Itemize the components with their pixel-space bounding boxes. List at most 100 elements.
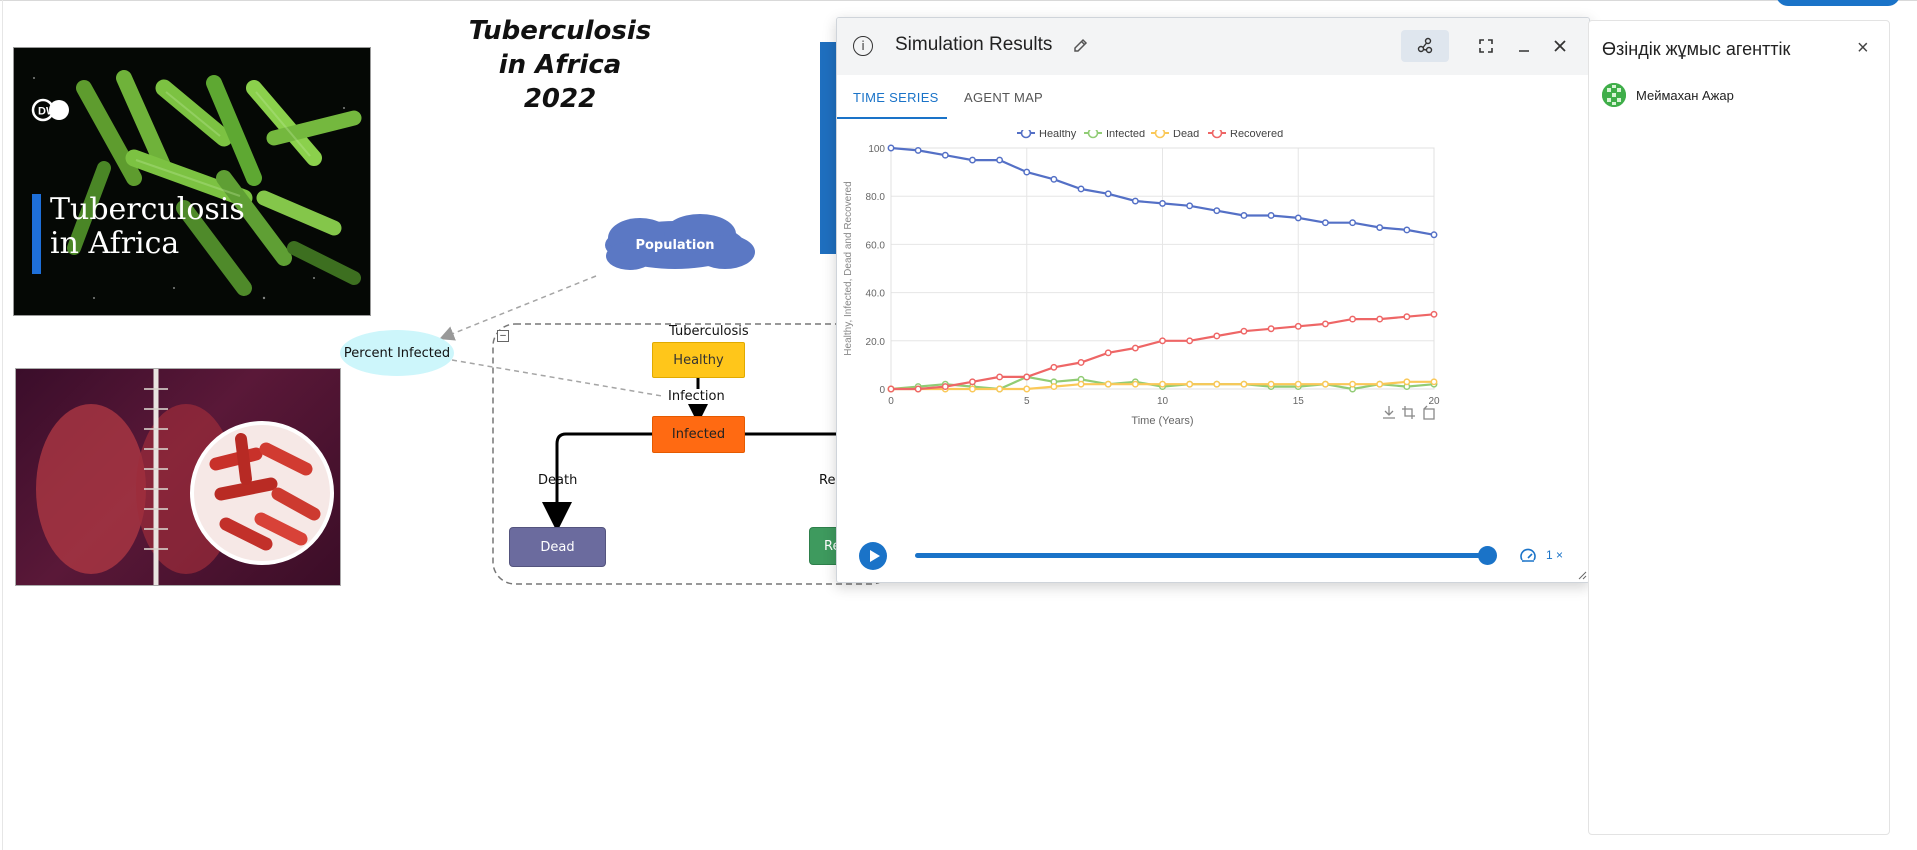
data-point-recovered (887, 385, 895, 393)
agent-list-item[interactable]: Меймахан Ажар (1602, 83, 1734, 107)
data-point-recovered (1349, 315, 1356, 323)
population-link (439, 275, 597, 341)
zoom-icon (1402, 406, 1415, 419)
x-tick-label: 15 (1293, 396, 1305, 407)
simulation-results-window[interactable]: i Simulation Results (836, 17, 1590, 583)
data-point-healthy (1430, 231, 1438, 239)
tuberculosis-bacteria-image[interactable]: DW Tuberculosis in Africa (13, 47, 371, 316)
data-point-dead (1104, 380, 1112, 388)
agent-panel: Өзіндік жұмыс агенттік × Меймахан Ажар (1588, 20, 1890, 835)
time-slider[interactable] (915, 553, 1487, 558)
diagram-title[interactable]: Tuberculosis in Africa 2022 (460, 14, 660, 116)
data-point-recovered (1240, 327, 1248, 335)
share-icon (1417, 37, 1433, 54)
play-button[interactable] (859, 542, 887, 570)
recovery-flow-label[interactable]: Re (819, 473, 836, 488)
close-window-button[interactable] (1543, 30, 1577, 62)
playback-controls: 1 × (837, 526, 1589, 582)
data-point-healthy (1294, 214, 1302, 222)
top-action-button[interactable] (1776, 0, 1900, 6)
result-tabs: TIME SERIES AGENT MAP (837, 76, 1589, 120)
data-point-healthy (941, 151, 949, 159)
resize-handle-icon[interactable] (1577, 570, 1587, 580)
data-point-healthy (914, 146, 922, 154)
folder-collapse-button[interactable]: – (497, 330, 509, 342)
share-button[interactable] (1401, 30, 1449, 62)
tab-agent-map[interactable]: AGENT MAP (964, 90, 1044, 105)
death-flow-label[interactable]: Death (538, 473, 578, 488)
title-accent-bar (32, 194, 41, 274)
data-point-dead (1213, 380, 1221, 388)
data-point-healthy (1321, 219, 1329, 227)
blue-text-block[interactable] (820, 42, 838, 254)
data-point-dead (1131, 380, 1139, 388)
speed-gauge-icon[interactable] (1519, 547, 1537, 565)
speed-label[interactable]: 1 × (1546, 548, 1564, 562)
data-point-healthy (1186, 202, 1194, 210)
data-point-dead (1159, 380, 1166, 388)
x-tick-label: 10 (1157, 396, 1169, 407)
y-tick-label: 0 (879, 385, 885, 396)
folder-label[interactable]: Tuberculosis (669, 324, 749, 339)
data-point-recovered (1376, 315, 1384, 323)
x-axis-label: Time (Years) (1131, 415, 1193, 427)
legend-marker (1211, 127, 1223, 139)
population-label[interactable]: Population (635, 238, 715, 253)
data-point-healthy (1023, 168, 1031, 176)
agent-panel-close-icon[interactable]: × (1857, 37, 1869, 59)
data-point-recovered (941, 383, 949, 391)
data-point-dead (1267, 380, 1275, 388)
data-point-recovered (1294, 322, 1302, 330)
data-point-healthy (1403, 226, 1411, 234)
infected-stock[interactable]: Infected (652, 416, 745, 453)
data-point-recovered (914, 385, 922, 393)
close-icon (1554, 40, 1566, 52)
time-series-chart[interactable]: 0 20.0 40.0 60.0 80.0 100 0 5 10 15 20 Time (Years)… (837, 127, 1589, 530)
agent-name: Меймахан Ажар (1636, 87, 1734, 103)
healthy-stock[interactable]: Healthy (652, 342, 745, 378)
data-point-recovered (1267, 325, 1275, 333)
data-point-dead (1349, 380, 1356, 388)
percent-infected-variable[interactable]: Percent Infected (340, 330, 454, 376)
legend-item-infected: Infected (1084, 127, 1145, 140)
data-point-healthy (969, 156, 976, 164)
dead-stock[interactable]: Dead (509, 527, 606, 567)
agent-panel-title: Өзіндік жұмыс агенттік (1602, 39, 1791, 59)
lungs-bacteria-image[interactable] (15, 368, 341, 586)
image-caption-line-1: Tuberculosis (50, 192, 245, 227)
legend-item-recovered: Recovered (1208, 127, 1283, 140)
data-point-healthy (1240, 212, 1248, 219)
infection-flow-label[interactable]: Infection (668, 389, 725, 404)
image-caption-line-2: in Africa (50, 226, 180, 261)
data-point-dead (1023, 385, 1031, 393)
legend-label: Dead (1173, 130, 1199, 140)
edit-pencil-icon[interactable] (1071, 36, 1091, 56)
lungs-illustration (36, 369, 334, 585)
data-point-dead (1430, 378, 1438, 386)
title-line-2: in Africa (498, 50, 622, 80)
data-point-healthy (1349, 219, 1356, 227)
data-point-dead (969, 385, 976, 393)
data-point-healthy (1104, 190, 1112, 198)
data-point-healthy (1159, 199, 1166, 207)
info-icon[interactable]: i (853, 36, 873, 56)
data-point-recovered (996, 373, 1004, 381)
bacteria-illustration (14, 48, 370, 315)
data-point-dead (1321, 380, 1329, 388)
avatar-pattern-icon (1602, 83, 1626, 107)
legend-label: Infected (1106, 130, 1145, 140)
image-caption: Tuberculosis in Africa (50, 193, 245, 261)
time-slider-thumb[interactable] (1478, 546, 1497, 565)
data-point-dead (1077, 380, 1085, 388)
data-point-healthy (1077, 185, 1085, 193)
fullscreen-button[interactable] (1469, 30, 1503, 62)
active-tab-indicator (837, 117, 947, 119)
minimize-button[interactable] (1507, 30, 1541, 62)
data-point-recovered (1321, 320, 1329, 328)
tab-time-series[interactable]: TIME SERIES (853, 90, 939, 105)
data-point-recovered (1159, 337, 1166, 345)
title-line-1: Tuberculosis (468, 16, 652, 46)
data-point-dead (1050, 383, 1058, 391)
title-line-3: 2022 (523, 84, 597, 114)
